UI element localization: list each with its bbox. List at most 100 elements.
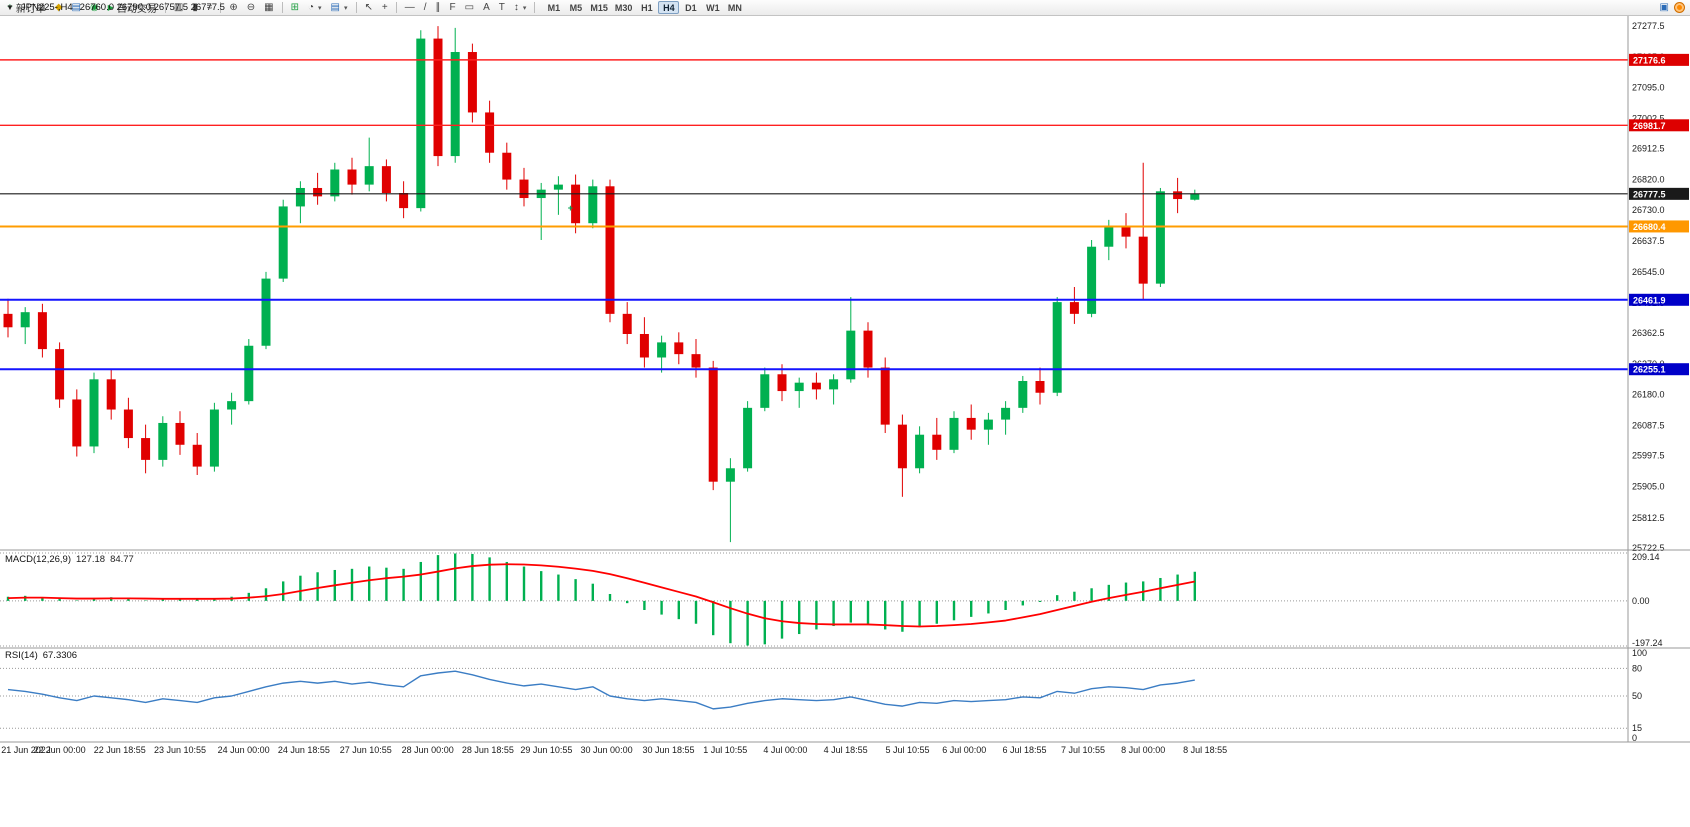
resistance-line-upper-badge xyxy=(1629,53,1689,66)
indicators-button[interactable]: ⊞ xyxy=(287,1,303,15)
arrows-button[interactable]: ↕ ▾ xyxy=(510,1,531,15)
crosshair-button[interactable]: + xyxy=(378,1,392,15)
candle-body xyxy=(811,382,821,390)
candle-body xyxy=(467,52,477,113)
price-axis-tick: 26362.5 xyxy=(1632,328,1665,338)
time-axis-label: 30 Jun 00:00 xyxy=(581,745,633,755)
timeframe-m1-button[interactable]: M1 xyxy=(547,2,561,13)
candle-body xyxy=(777,374,787,392)
rsi-value: 67.3306 xyxy=(42,650,78,661)
one-click-trading-toggle[interactable]: ▼ xyxy=(6,3,14,12)
candle-body xyxy=(1087,246,1097,314)
bid-price-line-badge-label: 26777.5 xyxy=(1633,189,1666,199)
timeframe-mn-button[interactable]: MN xyxy=(727,2,742,13)
alerts-icon: ◉ xyxy=(90,1,99,13)
zoom-out-button[interactable]: ⊖ xyxy=(243,1,259,15)
price-axis-tick: 26637.5 xyxy=(1632,236,1665,246)
candle-body xyxy=(846,330,856,380)
zoom-out-icon: ⊖ xyxy=(246,1,256,13)
time-axis-label: 4 Jul 18:55 xyxy=(824,745,868,755)
templates-button[interactable]: ▤ ▾ xyxy=(327,1,352,15)
shapes-button[interactable]: ▭ xyxy=(461,1,478,15)
resistance-line-upper-badge-label: 27176.6 xyxy=(1633,55,1666,65)
candle-body xyxy=(192,444,202,467)
notification-badge-icon[interactable] xyxy=(1674,2,1685,13)
favorites-button[interactable]: ◆ xyxy=(51,1,67,15)
candlestick-chart-button[interactable]: ▮ xyxy=(188,1,202,15)
timeframe-m15-button[interactable]: M15 xyxy=(590,2,608,13)
timeframe-m5-button[interactable]: M5 xyxy=(569,2,583,13)
horizontal-line-icon: — xyxy=(404,1,415,13)
timeframe-m30-button[interactable]: M30 xyxy=(614,2,633,13)
candle-body xyxy=(966,417,976,430)
macd-main-value: 127.18 xyxy=(76,554,106,565)
data-window-icon: ▤ xyxy=(71,1,81,13)
toolbar-separator xyxy=(164,2,166,13)
price-chart[interactable]: 27277.527185.027095.027002.526912.526820… xyxy=(0,16,1690,827)
time-axis-label: 8 Jul 00:00 xyxy=(1121,745,1165,755)
new-order-button[interactable]: + 新订单 xyxy=(3,1,50,16)
price-axis-tick: 26912.5 xyxy=(1632,144,1665,154)
price-axis-tick: 26180.0 xyxy=(1632,389,1665,399)
text-button[interactable]: A xyxy=(479,1,494,15)
autotrading-play-icon: ▶ xyxy=(107,2,114,12)
candle-body xyxy=(829,379,839,390)
price-axis-tick: 26820.0 xyxy=(1632,175,1665,185)
candle-body xyxy=(158,422,168,460)
fibonacci-button[interactable]: F xyxy=(446,1,460,15)
candle-body xyxy=(37,312,47,350)
cursor-button[interactable]: ↖ xyxy=(361,1,377,15)
price-axis-tick: 26087.5 xyxy=(1632,420,1665,430)
chart-ohlc-header: ▼ JPN225-,H4 26760.0 26790.0 26757.5 267… xyxy=(6,2,225,13)
rsi-axis-label: 100 xyxy=(1632,648,1647,658)
time-axis-label: 29 Jun 10:55 xyxy=(520,745,572,755)
price-axis-tick: 25722.5 xyxy=(1632,543,1665,553)
line-chart-button[interactable]: ≈ xyxy=(203,1,217,15)
timeframe-w1-button[interactable]: W1 xyxy=(706,2,720,13)
time-axis-label: 4 Jul 00:00 xyxy=(763,745,807,755)
candle-body xyxy=(1155,191,1165,284)
text-label-button[interactable]: T xyxy=(495,1,509,15)
timeframe-group: M1 M5 M15 M30 H1 H4 D1 W1 MN xyxy=(543,1,745,14)
chart-plus-marker: + xyxy=(568,203,573,213)
price-axis-tick: 27277.5 xyxy=(1632,21,1665,31)
candle-body xyxy=(485,112,495,153)
arrows-icon: ↕ xyxy=(513,1,519,13)
chevron-down-icon: ▾ xyxy=(344,4,348,12)
candle-body xyxy=(364,166,374,185)
candle-body xyxy=(72,399,82,447)
trendline-button[interactable]: / xyxy=(420,1,431,15)
bar-chart-button[interactable]: ▥ xyxy=(170,1,187,15)
toolbar-right: ▣ xyxy=(1660,2,1687,14)
text-icon: A xyxy=(483,1,490,13)
alerts-button[interactable]: ◉ xyxy=(86,1,103,15)
resistance-line-lower-badge xyxy=(1629,119,1689,132)
chat-icon[interactable]: ▣ xyxy=(1659,1,1669,13)
timeframe-h1-button[interactable]: H1 xyxy=(641,2,653,13)
time-axis-label: 23 Jun 10:55 xyxy=(154,745,206,755)
autotrading-button[interactable]: ▶ 自动交易 xyxy=(104,1,161,16)
candle-body xyxy=(261,278,271,346)
line-chart-icon: ≈ xyxy=(206,1,213,13)
candle-body xyxy=(55,349,65,400)
periods-button[interactable]: ◔ ▾ xyxy=(304,1,326,15)
tile-windows-button[interactable]: ▦ xyxy=(260,1,277,15)
candle-body xyxy=(657,342,667,358)
price-axis-tick: 25905.0 xyxy=(1632,482,1665,492)
macd-name: MACD(12,26,9) xyxy=(5,554,71,565)
channel-button[interactable]: ∥ xyxy=(432,1,445,15)
candle-body xyxy=(983,419,993,430)
candle-body xyxy=(209,409,219,467)
timeframe-d1-button[interactable]: D1 xyxy=(685,2,697,13)
data-window-button[interactable]: ▤ xyxy=(68,1,85,15)
zoom-in-button[interactable]: ⊕ xyxy=(225,1,241,15)
bid-price-line-badge xyxy=(1629,187,1689,200)
cursor-icon: ↖ xyxy=(364,1,373,13)
candle-body xyxy=(743,407,753,469)
horizontal-line-button[interactable]: — xyxy=(401,1,419,15)
candle-body xyxy=(1035,380,1045,393)
time-axis-label: 5 Jul 10:55 xyxy=(886,745,930,755)
price-axis-tick: 25997.5 xyxy=(1632,451,1665,461)
timeframe-h4-button[interactable]: H4 xyxy=(658,1,680,14)
template-icon: ▤ xyxy=(330,1,340,13)
